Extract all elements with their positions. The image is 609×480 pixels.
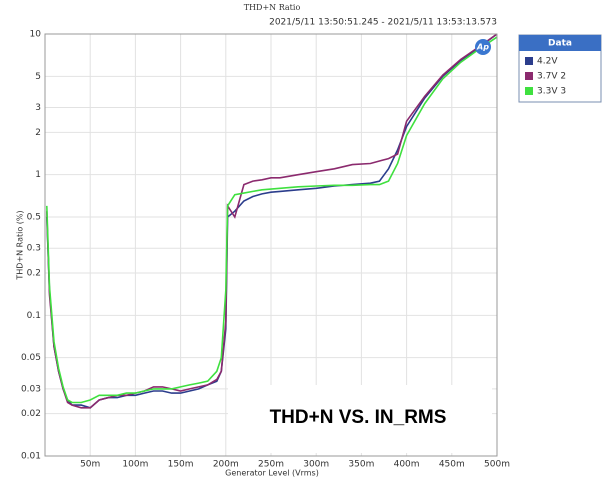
x-tick-label: 100m xyxy=(122,460,148,470)
y-tick-label: 5 xyxy=(35,72,41,82)
legend-swatch xyxy=(525,57,533,65)
legend-header xyxy=(519,35,601,51)
x-tick-label: 300m xyxy=(303,460,329,470)
x-tick-label: 150m xyxy=(168,460,194,470)
legend-label: 3.7V 2 xyxy=(537,72,566,82)
x-tick-label: 50m xyxy=(80,460,100,470)
y-tick-label: 0.01 xyxy=(21,452,41,462)
legend-swatch xyxy=(525,87,533,95)
y-tick-label: 0.1 xyxy=(27,311,41,321)
logo-text: Ap xyxy=(476,43,489,52)
y-tick-label: 3 xyxy=(35,103,41,113)
y-tick-label: 1 xyxy=(35,170,41,180)
legend-title: Data xyxy=(548,39,572,49)
y-tick-label: 0.05 xyxy=(21,353,41,363)
x-tick-label: 350m xyxy=(348,460,374,470)
y-tick-label: 0.2 xyxy=(27,268,41,278)
x-tick-label: 400m xyxy=(394,460,420,470)
x-tick-label: 500m xyxy=(484,460,510,470)
x-tick-label: 450m xyxy=(439,460,465,470)
y-tick-label: 0.5 xyxy=(27,213,41,223)
y-tick-label: 0.03 xyxy=(21,384,41,394)
chart-title: THD+N Ratio xyxy=(244,3,301,12)
y-tick-label: 0.02 xyxy=(21,409,41,419)
legend-swatch xyxy=(525,72,533,80)
data-line xyxy=(46,36,498,404)
y-tick-label: 0.3 xyxy=(27,244,41,254)
annotation: THD+N VS. IN_RMS xyxy=(270,407,447,428)
logo-badge xyxy=(475,39,491,55)
x-tick-label: 200m xyxy=(213,460,239,470)
legend-label: 3.3V 3 xyxy=(537,87,566,97)
plot-border xyxy=(44,33,498,457)
y-tick-label: 2 xyxy=(35,128,41,138)
chart-subtitle: 2021/5/11 13:50:51.245 - 2021/5/11 13:53… xyxy=(269,18,497,28)
x-tick-label: 250m xyxy=(258,460,284,470)
y-tick-label: 10 xyxy=(30,30,42,40)
legend-label: 4.2V xyxy=(537,57,558,67)
y-axis-label: THD+N Ratio (%) xyxy=(16,210,25,280)
data-line xyxy=(46,33,498,409)
x-axis-label: Generator Level (Vrms) xyxy=(225,469,319,478)
annotation-box xyxy=(228,385,492,453)
